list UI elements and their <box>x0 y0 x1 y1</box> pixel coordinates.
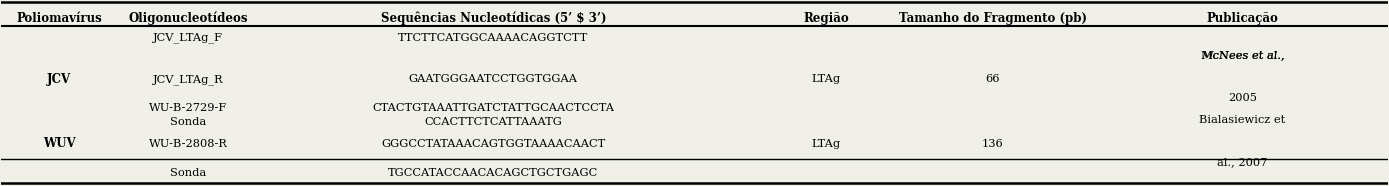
Text: al., 2007: al., 2007 <box>1217 157 1268 167</box>
Text: McNees et al.,: McNees et al., <box>1201 50 1285 60</box>
Text: JCV_LTAg_R: JCV_LTAg_R <box>153 74 224 84</box>
Text: JCV_LTAg_F: JCV_LTAg_F <box>153 32 224 43</box>
Text: Bialasiewicz et: Bialasiewicz et <box>1200 115 1286 125</box>
Text: JCV: JCV <box>47 73 71 86</box>
Text: LTAg: LTAg <box>811 139 840 149</box>
Text: McNees et al.,: McNees et al., <box>1201 50 1285 60</box>
Text: 136: 136 <box>982 139 1004 149</box>
Text: Oligonucleotídeos: Oligonucleotídeos <box>128 12 247 25</box>
Text: Tamanho do Fragmento (pb): Tamanho do Fragmento (pb) <box>899 12 1086 25</box>
Text: GGGCCTATAAACAGTGGTAAAACAACT: GGGCCTATAAACAGTGGTAAAACAACT <box>381 139 606 149</box>
Text: TTCTTCATGGCAAAACAGGTCTT: TTCTTCATGGCAAAACAGGTCTT <box>399 33 589 43</box>
Text: WU-B-2808-R: WU-B-2808-R <box>149 139 228 149</box>
Text: CTACTGTAAATTGATCTATTGCAACTCCTA: CTACTGTAAATTGATCTATTGCAACTCCTA <box>372 103 614 113</box>
Text: Sequências Nucleotídicas (5’ $ 3’): Sequências Nucleotídicas (5’ $ 3’) <box>381 12 606 25</box>
Text: WUV: WUV <box>43 137 75 150</box>
Text: 2005: 2005 <box>1228 93 1257 103</box>
Text: TGCCATACCAACACAGCTGCTGAGC: TGCCATACCAACACAGCTGCTGAGC <box>388 168 599 178</box>
Text: WU-B-2729-F: WU-B-2729-F <box>149 103 228 113</box>
Text: Região: Região <box>803 12 849 25</box>
Text: 66: 66 <box>986 74 1000 84</box>
Text: Poliomavírus: Poliomavírus <box>17 12 101 25</box>
Text: GAATGGGAATCCTGGTGGAA: GAATGGGAATCCTGGTGGAA <box>408 74 578 84</box>
Text: LTAg: LTAg <box>811 74 840 84</box>
Text: Sonda: Sonda <box>169 117 206 127</box>
Text: CCACTTCTCATTAAATG: CCACTTCTCATTAAATG <box>425 117 563 127</box>
Text: Publicação: Publicação <box>1207 12 1278 25</box>
Text: Sonda: Sonda <box>169 168 206 178</box>
